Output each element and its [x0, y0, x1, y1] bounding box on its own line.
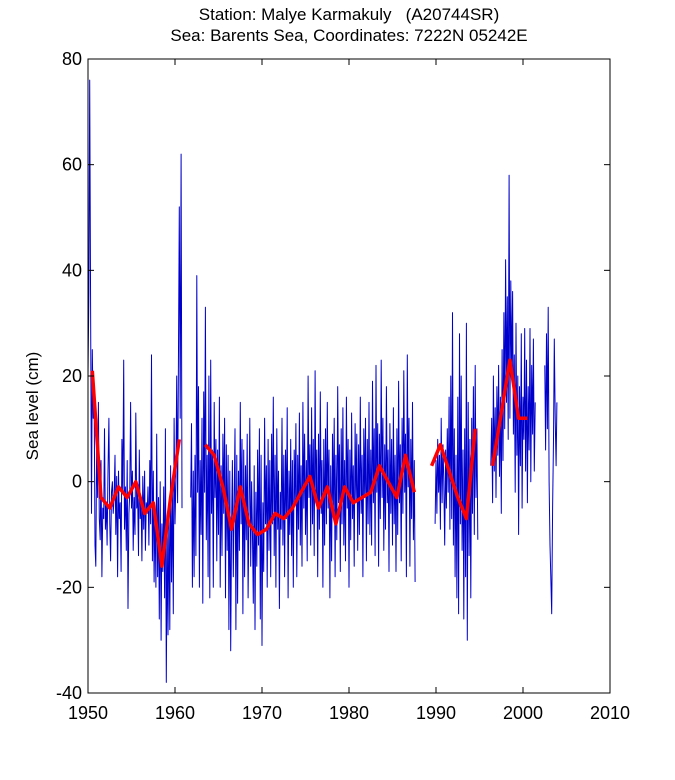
annual-mean-sea-level-line-segment-1 [90, 370, 182, 568]
y-tick-label-0: 0 [72, 472, 82, 492]
annual-mean-sea-level-line-segment-4 [490, 358, 528, 467]
x-tick-label-1950: 1950 [68, 703, 108, 723]
monthly-sea-level-line-segment-4 [490, 174, 536, 535]
x-tick-label-1960: 1960 [155, 703, 195, 723]
x-tick-label-1990: 1990 [416, 703, 456, 723]
monthly-sea-level-line-segment-2 [190, 275, 416, 652]
tick-layer: 1950 1960 1970 1980 1990 2000 2010 -40 -20 0 20 40 6… [56, 49, 630, 723]
y-tick-label-60: 60 [62, 155, 82, 175]
annual-mean-sea-level-line-segment-3 [429, 428, 477, 521]
series-layer [87, 79, 558, 683]
monthly-sea-level-line-segment-1 [87, 79, 183, 683]
x-tick-label-1970: 1970 [242, 703, 282, 723]
monthly-sea-level-line-segment-5 [544, 306, 558, 615]
y-tick-label-80: 80 [62, 49, 82, 69]
x-tick-label-2010: 2010 [590, 703, 630, 723]
chart-title-block: Station: Malye Karmakuly (A20744SR) Sea:… [88, 4, 610, 46]
annual-mean-sea-level-line-segment-2 [204, 443, 417, 537]
x-tick-label-1980: 1980 [329, 703, 369, 723]
y-tick-label--40: -40 [56, 683, 82, 703]
chart-title: Station: Malye Karmakuly (A20744SR) [198, 5, 500, 24]
chart-subtitle: Sea: Barents Sea, Coordinates: 7222N 052… [170, 26, 528, 45]
y-tick-label-40: 40 [62, 260, 82, 280]
monthly-sea-level-line-segment-3 [434, 312, 479, 641]
y-tick-label-20: 20 [62, 366, 82, 386]
x-tick-label-2000: 2000 [503, 703, 543, 723]
y-tick-label--20: -20 [56, 577, 82, 597]
y-axis-label: Sea level (cm) [23, 352, 42, 461]
